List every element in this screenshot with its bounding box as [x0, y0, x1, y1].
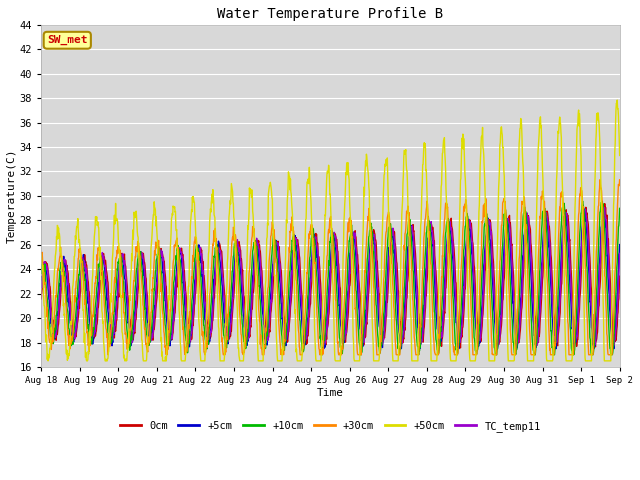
+5cm [37, 280, 45, 286]
+10cm [579, 198, 586, 204]
+30cm [152, 245, 160, 251]
+10cm [37, 262, 45, 267]
TC_temp11 [591, 342, 598, 348]
+50cm [231, 240, 239, 246]
+30cm [231, 234, 239, 240]
+30cm [166, 307, 174, 312]
TC_temp11 [37, 285, 45, 290]
Text: SW_met: SW_met [47, 35, 88, 46]
Line: +50cm: +50cm [41, 100, 620, 361]
+5cm [231, 260, 239, 265]
+50cm [421, 144, 429, 150]
TC_temp11 [231, 273, 239, 279]
+10cm [497, 290, 504, 296]
+50cm [497, 140, 504, 145]
Line: +10cm: +10cm [41, 201, 620, 355]
+5cm [497, 318, 504, 324]
+30cm [37, 256, 45, 262]
+5cm [616, 242, 623, 248]
+30cm [104, 352, 112, 358]
+5cm [547, 289, 555, 295]
+50cm [152, 214, 160, 219]
Title: Water Temperature Profile B: Water Temperature Profile B [218, 7, 444, 21]
0cm [37, 296, 45, 302]
+30cm [616, 177, 623, 183]
+50cm [44, 358, 52, 364]
+50cm [37, 252, 45, 257]
+5cm [600, 205, 608, 211]
TC_temp11 [166, 336, 173, 341]
+10cm [616, 205, 623, 211]
+50cm [547, 358, 555, 364]
0cm [456, 345, 464, 351]
TC_temp11 [496, 334, 504, 340]
+10cm [421, 263, 429, 268]
Line: TC_temp11: TC_temp11 [41, 207, 620, 345]
TC_temp11 [152, 293, 159, 299]
TC_temp11 [616, 251, 623, 256]
Legend: 0cm, +5cm, +10cm, +30cm, +50cm, TC_temp11: 0cm, +5cm, +10cm, +30cm, +50cm, TC_temp1… [116, 417, 545, 436]
Y-axis label: Temperature(C): Temperature(C) [7, 149, 17, 243]
Line: 0cm: 0cm [41, 204, 620, 348]
+5cm [152, 289, 159, 295]
TC_temp11 [600, 204, 608, 210]
X-axis label: Time: Time [317, 388, 344, 398]
+10cm [166, 337, 173, 343]
0cm [547, 255, 555, 261]
TC_temp11 [420, 309, 428, 315]
0cm [420, 324, 428, 330]
+5cm [421, 298, 429, 303]
+30cm [547, 352, 555, 358]
+50cm [613, 97, 621, 103]
Line: +30cm: +30cm [41, 180, 620, 355]
TC_temp11 [547, 267, 555, 273]
+10cm [318, 352, 326, 358]
0cm [497, 333, 504, 338]
0cm [231, 279, 239, 285]
+50cm [616, 153, 623, 158]
+10cm [152, 268, 159, 274]
+30cm [421, 222, 429, 228]
Line: +5cm: +5cm [41, 208, 620, 348]
0cm [601, 201, 609, 206]
+5cm [320, 346, 328, 351]
0cm [152, 306, 159, 312]
+30cm [596, 177, 604, 182]
+10cm [231, 240, 239, 246]
+5cm [166, 343, 173, 349]
+30cm [497, 257, 504, 263]
+10cm [547, 328, 555, 334]
0cm [616, 273, 623, 279]
+50cm [166, 247, 174, 252]
0cm [166, 330, 173, 336]
